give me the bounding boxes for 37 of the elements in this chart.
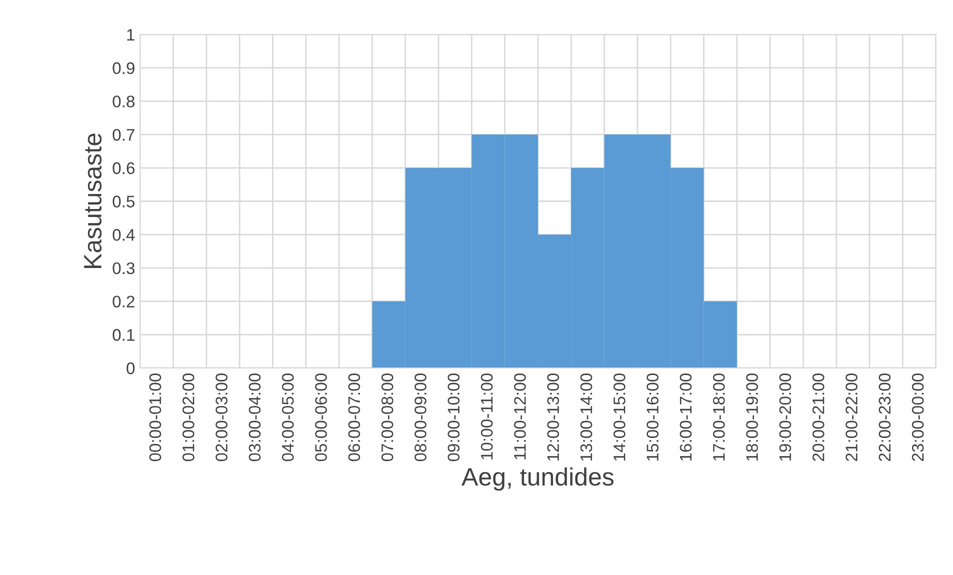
y-tick-label: 1 bbox=[127, 29, 134, 41]
x-tick-label: 17:00-18:00 bbox=[713, 374, 725, 461]
y-tick-label: 0.1 bbox=[112, 329, 134, 341]
x-tick-label: 21:00-22:00 bbox=[846, 374, 858, 461]
x-tick-label: 15:00-16:00 bbox=[646, 374, 658, 461]
y-tick-label: 0.6 bbox=[112, 162, 134, 174]
y-tick-label: 0.2 bbox=[112, 296, 134, 308]
x-axis-title: Aeg, tundides bbox=[462, 467, 614, 491]
x-tick-label: 20:00-21:00 bbox=[812, 374, 824, 461]
y-tick-label: 0.7 bbox=[112, 128, 134, 141]
x-tick-label: 13:00-14:00 bbox=[580, 374, 592, 461]
y-tick-label: 0.9 bbox=[112, 62, 134, 74]
x-tick-label: 02:00-03:00 bbox=[216, 374, 228, 462]
x-tick-label: 05:00-06:00 bbox=[315, 374, 327, 462]
x-tick-label: 10:00-11:00 bbox=[480, 374, 493, 460]
x-tick-label: 23:00-00:00 bbox=[912, 374, 924, 461]
x-tick-label: 12:00-13:00 bbox=[547, 374, 560, 461]
x-tick-label: 03:00-04:00 bbox=[248, 374, 261, 462]
y-tick-label: 0 bbox=[126, 362, 135, 374]
y-axis-title: Kasutusaste bbox=[84, 134, 102, 268]
x-tick-label: 00:00-01:00 bbox=[149, 374, 162, 462]
y-tick-label: 0.4 bbox=[112, 229, 135, 241]
x-tick-label: 18:00-19:00 bbox=[746, 374, 758, 461]
y-tick-label: 0.8 bbox=[112, 96, 135, 108]
x-tick-label: 07:00-08:00 bbox=[381, 374, 394, 462]
x-tick-label: 06:00-07:00 bbox=[348, 374, 360, 462]
x-tick-label: 01:00-02:00 bbox=[182, 374, 194, 462]
x-tick-label: 19:00-20:00 bbox=[779, 374, 792, 461]
x-tick-label: 22:00-23:00 bbox=[878, 374, 891, 461]
x-tick-label: 11:00-12:00 bbox=[514, 374, 526, 460]
x-tick-label: 08:00-09:00 bbox=[414, 374, 426, 462]
x-tick-label: 14:00-15:00 bbox=[614, 374, 626, 461]
x-tick-label: 04:00-05:00 bbox=[282, 374, 294, 462]
x-tick-label: 09:00-10:00 bbox=[448, 374, 460, 462]
y-tick-label: 0.3 bbox=[112, 262, 134, 274]
y-tick-label: 0.5 bbox=[112, 196, 135, 208]
x-tick-label: 16:00-17:00 bbox=[680, 374, 692, 461]
